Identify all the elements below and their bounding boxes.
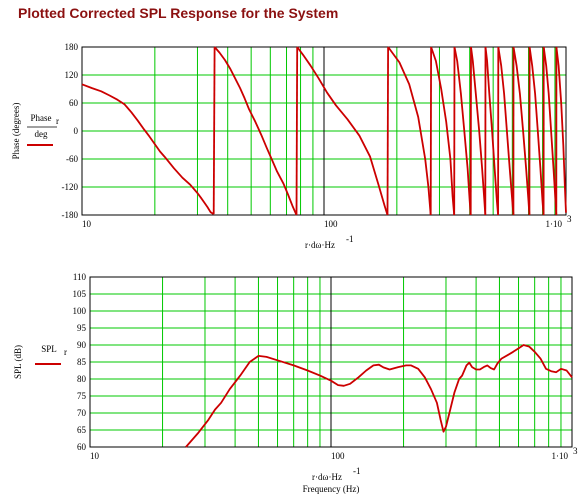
- phase-series-line: [296, 46, 389, 216]
- phase-ytick-label: -120: [62, 182, 79, 192]
- phase-plot-frame: [81, 46, 567, 216]
- phase-wrap-jump: [386, 46, 389, 216]
- phase-yaxis-label: Phase (degrees): [11, 103, 21, 160]
- spl-ytick-label: 75: [77, 391, 87, 401]
- spl-legend-label: SPL: [41, 344, 57, 354]
- spl-ytick-label: 105: [73, 289, 87, 299]
- spl-ytick-label: 110: [73, 272, 87, 282]
- page-title: Plotted Corrected SPL Response for the S…: [18, 5, 339, 21]
- phase-series-line: [497, 46, 515, 216]
- phase-ytick-label: -60: [66, 154, 78, 164]
- phase-legend-label: Phase: [31, 113, 52, 123]
- phase-legend-denominator: deg: [35, 129, 48, 139]
- spl-xtick-label: 10: [90, 451, 100, 461]
- phase-wrap-jump: [295, 46, 299, 216]
- phase-series-line: [528, 46, 545, 216]
- phase-xtick-exponent: 3: [567, 214, 572, 224]
- phase-xtick-label: 10: [82, 219, 92, 229]
- phase-ytick-label: 180: [65, 42, 79, 52]
- spl-trace: [185, 344, 573, 448]
- phase-series-line: [81, 83, 215, 215]
- spl-ytick-label: 100: [73, 306, 87, 316]
- phase-series-line: [512, 46, 531, 216]
- phase-series-line: [555, 46, 567, 213]
- phase-xaxis-exponent: -1: [346, 234, 354, 244]
- spl-ytick-label: 60: [77, 442, 87, 452]
- spl-xaxis-exponent: -1: [353, 466, 361, 476]
- phase-series-line: [453, 46, 472, 216]
- phase-series-line: [470, 46, 487, 216]
- spl-ytick-label: 70: [77, 408, 87, 418]
- spl-yaxis-label: SPL (dB): [13, 345, 23, 379]
- spl-ytick-label: 80: [77, 374, 87, 384]
- spl-xtick-label: 100: [331, 451, 345, 461]
- spl-xaxis-sublabel: Frequency (Hz): [303, 484, 360, 494]
- spl-series-line: [185, 344, 573, 448]
- phase-series-line: [484, 46, 499, 216]
- phase-series-line: [387, 46, 432, 216]
- spl-xtick-label: 1·10: [552, 451, 569, 461]
- phase-xtick-label: 1·10: [546, 219, 563, 229]
- phase-xtick-label: 100: [324, 219, 338, 229]
- phase-xaxis-label: r·dω·Hz: [305, 240, 335, 250]
- spl-ytick-label: 95: [77, 323, 87, 333]
- spl-xaxis-label: r·dω·Hz: [312, 472, 342, 482]
- phase-ytick-label: 0: [74, 126, 79, 136]
- phase-ytick-label: 60: [69, 98, 79, 108]
- spl-xtick-exponent: 3: [573, 446, 578, 456]
- spl-ytick-label: 85: [77, 357, 87, 367]
- phase-series-line: [213, 46, 298, 216]
- phase-series-line: [430, 46, 456, 216]
- spl-plot-frame: [89, 276, 573, 448]
- phase-ytick-label: 120: [65, 70, 79, 80]
- spl-ytick-label: 65: [77, 425, 87, 435]
- spl-ytick-label: 90: [77, 340, 87, 350]
- phase-wrap-jump: [212, 46, 216, 215]
- spl-legend: SPL r: [35, 344, 67, 365]
- phase-ytick-label: -180: [62, 210, 79, 220]
- spl-legend-subscript: r: [64, 347, 67, 357]
- phase-trace: [81, 46, 567, 216]
- phase-legend-subscript: r: [56, 116, 59, 126]
